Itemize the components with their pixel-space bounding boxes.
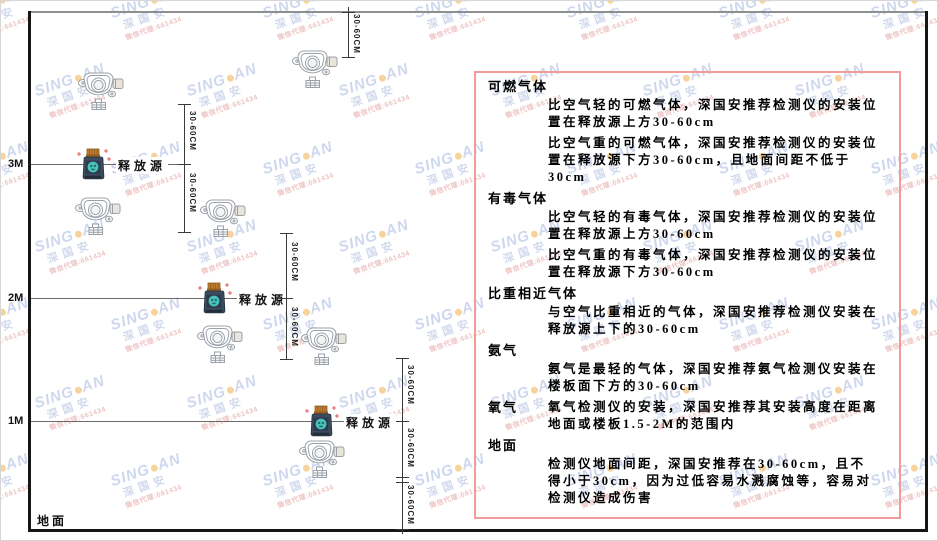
dimension-line — [402, 358, 403, 534]
panel-section-flammable: 可燃气体 比空气轻的可燃气体，深国安推荐检测仪的安装位置在释放源上方30-60c… — [488, 78, 887, 186]
dimension-label: 30-60CM — [290, 307, 299, 347]
height-label-2m: 2M — [8, 292, 24, 304]
floor-line — [28, 529, 928, 532]
dimension-tick — [178, 164, 191, 165]
panel-section-ground: 地面 检测仪地面间距，深国安推荐在30-60cm，且不得小于30cm，因为过低容… — [488, 437, 887, 507]
section-title: 有毒气体 — [488, 191, 549, 206]
dimension-line — [286, 233, 287, 360]
dimension-label: 30-60CM — [352, 14, 361, 54]
height-label-3m: 3M — [8, 158, 24, 170]
dimension-label: 30-60CM — [290, 242, 299, 282]
height-label-1m: 1M — [8, 415, 24, 427]
height-line-2m — [31, 298, 286, 299]
dimension-label: 30-60CM — [406, 428, 415, 468]
release-source-icon — [197, 282, 233, 314]
release-source-label: 释放源 — [237, 291, 290, 308]
dimension-tick — [178, 104, 191, 105]
section-paragraph: 比空气轻的有毒气体，深国安推荐检测仪的安装位置在释放源上方30-60cm — [548, 210, 879, 241]
panel-section-similar-density: 比重相近气体 与空气比重相近的气体，深国安推荐检测仪安装在释放源上下的30-60… — [488, 285, 887, 338]
gas-detector-icon — [299, 440, 345, 478]
dimension-label: 30-60CM — [406, 365, 415, 405]
dimension-tick — [396, 529, 409, 530]
dimension-tick — [396, 482, 409, 483]
panel-section-toxic: 有毒气体 比空气轻的有毒气体，深国安推荐检测仪的安装位置在释放源上方30-60c… — [488, 190, 887, 281]
panel-section-oxygen: 氧气 氧气检测仪的安装，深国安推荐其安装高度在距离地面或楼板1.5-2M的范围内 — [488, 399, 887, 433]
dimension-label: 30-60CM — [188, 173, 197, 213]
dimension-line — [348, 7, 349, 58]
release-source-icon — [76, 148, 112, 180]
dimension-line — [184, 104, 185, 233]
left-wall-line — [28, 11, 31, 531]
section-paragraph: 氧气检测仪的安装，深国安推荐其安装高度在距离地面或楼板1.5-2M的范围内 — [548, 400, 879, 431]
height-line-3m — [31, 164, 184, 165]
dimension-tick — [396, 477, 409, 478]
section-title: 氧气 — [488, 400, 519, 415]
dimension-tick — [178, 232, 191, 233]
section-paragraph: 比空气重的有毒气体，深国安推荐检测仪的安装位置在释放源下方30-60cm — [548, 248, 879, 279]
section-paragraph: 比空气轻的可燃气体，深国安推荐检测仪的安装位置在释放源上方30-60cm — [548, 98, 879, 129]
gas-detector-icon — [78, 72, 124, 110]
section-title: 比重相近气体 — [488, 286, 579, 301]
panel-section-ammonia: 氨气 氨气是最轻的气体，深国安推荐氨气检测仪安装在楼板面下方的30-60cm — [488, 342, 887, 395]
gas-detector-icon — [292, 50, 338, 88]
dimension-tick — [396, 421, 409, 422]
dimension-label: 30-60CM — [406, 485, 415, 525]
height-line-1m — [31, 421, 401, 422]
section-paragraph: 与空气比重相近的气体，深国安推荐检测仪安装在释放源上下的30-60cm — [548, 305, 879, 336]
dimension-tick — [280, 233, 293, 234]
section-paragraph: 比空气重的可燃气体，深国安推荐检测仪的安装位置在释放源下方30-60cm，且地面… — [548, 136, 879, 184]
section-title: 可燃气体 — [488, 79, 549, 94]
ground-label: 地面 — [37, 514, 68, 528]
release-source-label: 释放源 — [116, 157, 169, 174]
section-paragraph: 检测仪地面间距，深国安推荐在30-60cm，且不得小于30cm，因为过低容易水溅… — [548, 457, 872, 505]
dimension-tick — [280, 359, 293, 360]
dimension-tick — [396, 358, 409, 359]
section-title: 氨气 — [488, 343, 519, 358]
gas-detector-icon — [197, 325, 243, 363]
right-wall-line — [925, 11, 928, 531]
gas-detector-icon — [75, 197, 121, 235]
dimension-tick — [342, 57, 355, 58]
gas-detector-icon — [200, 199, 246, 237]
dimension-tick — [342, 12, 355, 13]
gas-detector-icon — [301, 327, 347, 365]
dimension-tick — [280, 298, 293, 299]
release-source-label: 释放源 — [344, 414, 397, 431]
section-title: 地面 — [488, 438, 519, 453]
dimension-label: 30-60CM — [188, 111, 197, 151]
installation-guide-panel: 可燃气体 比空气轻的可燃气体，深国安推荐检测仪的安装位置在释放源上方30-60c… — [474, 71, 901, 519]
release-source-icon — [304, 405, 340, 437]
section-paragraph: 氨气是最轻的气体，深国安推荐氨气检测仪安装在楼板面下方的30-60cm — [548, 362, 879, 393]
ceiling-line — [29, 11, 927, 13]
